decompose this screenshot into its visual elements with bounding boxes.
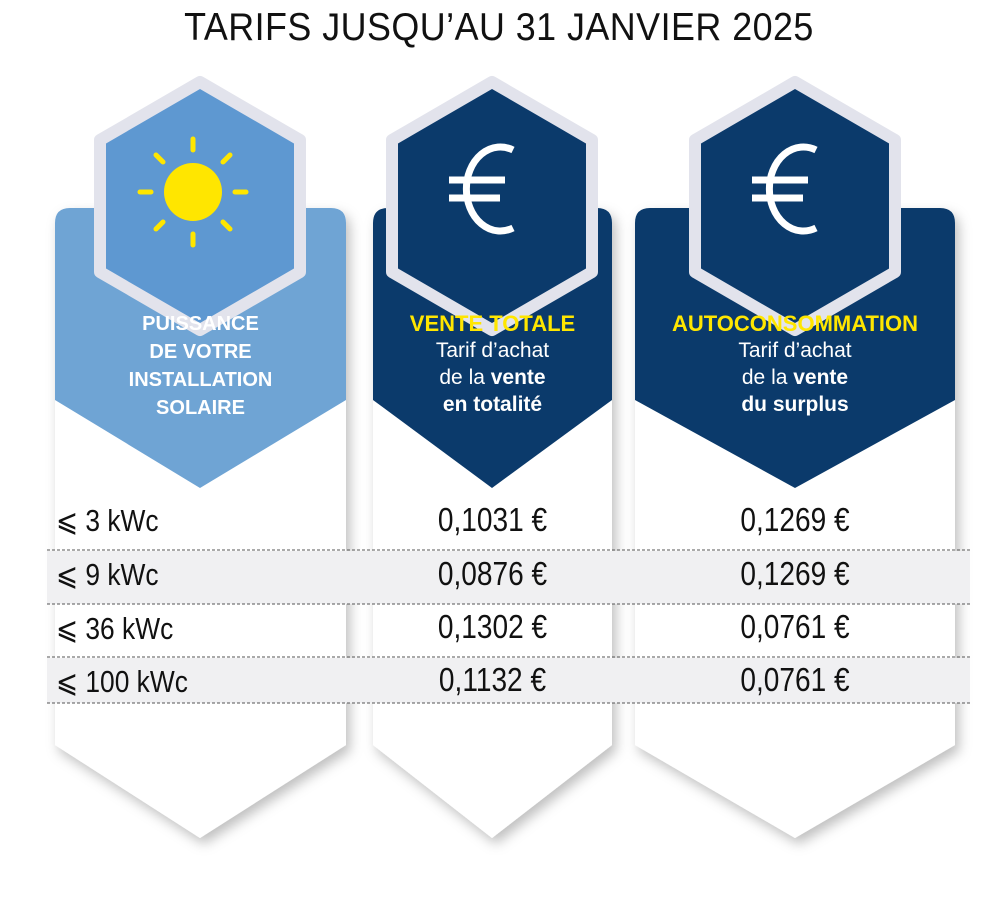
heading-title: VENTE TOTALE <box>409 311 576 336</box>
row-shade <box>47 658 970 703</box>
heading-line: INSTALLATION <box>128 369 273 391</box>
text-bold: en totalité <box>442 393 543 416</box>
hexagon-euro <box>386 76 598 336</box>
auto-cell: 0,0761 € <box>740 661 850 698</box>
heading-line: de la vente <box>373 364 612 391</box>
power-cell: ⩽ 9 kWc <box>56 557 159 592</box>
vente-cell: 0,1132 € <box>438 661 547 698</box>
vente-cell: 0,0876 € <box>437 555 548 592</box>
euro-icon <box>449 143 515 235</box>
heading-line: Tarif d’achat <box>435 339 550 362</box>
sun-icon <box>137 136 249 248</box>
power-cell: ⩽ 3 kWc <box>56 503 159 538</box>
column-auto-heading: AUTOCONSOMMATION Tarif d’achat de la ven… <box>625 310 965 418</box>
euro-icon <box>752 143 818 235</box>
heading-line: PUISSANCE <box>142 313 259 335</box>
hexagon-euro <box>689 76 901 336</box>
heading-line: DE VOTRE <box>149 341 252 363</box>
auto-cell: 0,1269 € <box>740 555 850 592</box>
page-title: TARIFS JUSQU’AU 31 JANVIER 2025 <box>184 6 814 49</box>
heading-line: SOLAIRE <box>156 397 245 419</box>
text: de la <box>741 366 794 389</box>
vente-cell: 0,1031 € <box>437 501 548 538</box>
column-power-heading: PUISSANCE DE VOTRE INSTALLATION SOLAIRE <box>55 310 346 422</box>
text: de la <box>439 366 491 389</box>
text-bold: vente <box>490 366 546 389</box>
text-bold: vente <box>793 366 849 389</box>
row-shade <box>47 551 970 604</box>
auto-cell: 0,0761 € <box>740 608 850 645</box>
power-cell: ⩽ 100 kWc <box>56 664 188 699</box>
text-bold: du surplus <box>741 393 849 416</box>
auto-cell: 0,1269 € <box>740 501 850 538</box>
heading-title: AUTOCONSOMMATION <box>671 311 919 336</box>
heading-line: Tarif d’achat <box>738 339 852 362</box>
heading-line: de la vente <box>625 364 965 391</box>
vente-cell: 0,1302 € <box>437 608 548 645</box>
power-cell: ⩽ 36 kWc <box>56 611 174 646</box>
column-vente-heading: VENTE TOTALE Tarif d’achat de la vente e… <box>373 310 612 418</box>
